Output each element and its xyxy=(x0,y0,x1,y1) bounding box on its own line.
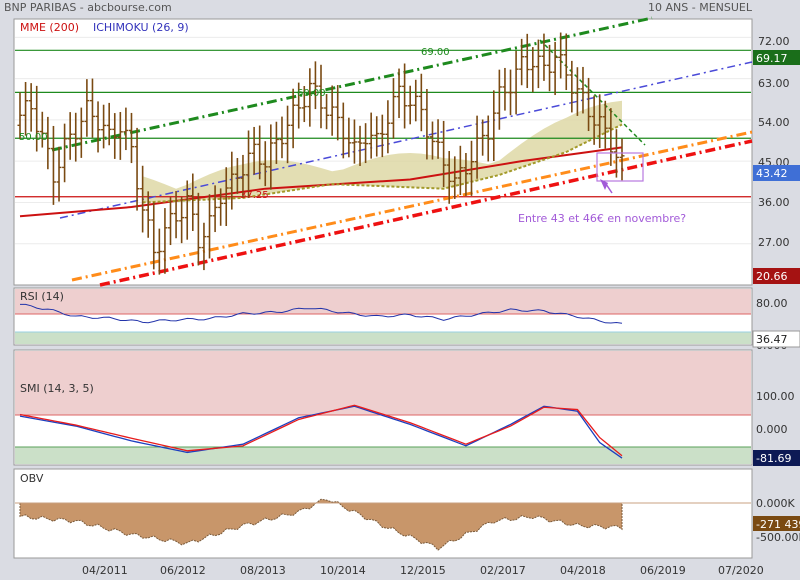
price-panel: MME (200) ICHIMOKU (26, 9) 69.00 60.00 5… xyxy=(13,16,800,287)
resistance-tag-bg xyxy=(753,50,800,65)
candles-series xyxy=(17,32,625,275)
y-tick-27: 27.00 xyxy=(758,236,790,249)
x-label-8: 07/2020 xyxy=(718,564,764,577)
x-label-7: 06/2019 xyxy=(640,564,686,577)
rsi-series xyxy=(19,303,623,324)
smi-overbought-zone xyxy=(15,351,751,415)
smi-label: SMI (14, 3, 5) xyxy=(20,382,94,395)
chart-title: BNP PARIBAS - abcbourse.com xyxy=(4,1,172,14)
smi-tag-bg xyxy=(753,450,800,466)
obv-panel: OBV 0.000K -500.00K -271 439 xyxy=(13,468,800,559)
obv-tick-0: 0.000K xyxy=(756,497,795,510)
rsi-overbought-zone xyxy=(15,289,751,314)
rsi-panel: RSI (14) 80.00 0.000 36.47 xyxy=(13,287,800,352)
y-tick-72: 72.00 xyxy=(758,35,790,48)
mme-series xyxy=(19,146,623,218)
rsi-line xyxy=(19,303,623,324)
obv-area-fill xyxy=(19,498,623,551)
annotation-box xyxy=(596,152,644,182)
ichimoku-legend: ICHIMOKU (26, 9) xyxy=(93,21,189,34)
obv-tag-bg xyxy=(753,516,800,531)
annotation-text: Entre 43 et 46€ en novembre? xyxy=(518,212,686,225)
y-tick-54: 54.00 xyxy=(758,116,790,129)
level-60-label: 60.00 xyxy=(297,88,326,99)
ichimoku-cloud-area xyxy=(142,100,622,203)
price-tag-bg xyxy=(753,165,800,181)
smi-tick-100: 100.00 xyxy=(756,390,795,403)
rsi-label: RSI (14) xyxy=(20,290,64,303)
obv-tick-500: -500.00K xyxy=(756,531,800,544)
ichimoku-cloud xyxy=(142,100,622,203)
ichimoku-line xyxy=(142,123,623,204)
x-label-4: 12/2015 xyxy=(400,564,446,577)
smi-line-1 xyxy=(19,404,623,457)
y-tick-63: 63.00 xyxy=(758,77,790,90)
x-label-0: 04/2011 xyxy=(82,564,128,577)
x-label-2: 08/2013 xyxy=(240,564,286,577)
x-label-6: 04/2018 xyxy=(560,564,606,577)
x-label-5: 02/2017 xyxy=(480,564,526,577)
obv-label: OBV xyxy=(20,472,44,485)
y-tick-36: 36.00 xyxy=(758,196,790,209)
low-tag: 20.66 xyxy=(756,270,788,283)
rsi-tag-bg xyxy=(752,330,800,348)
resistance-tag: 69.17 xyxy=(756,52,788,65)
level-37-label: 37.25 xyxy=(240,190,269,201)
obv-tag: -271 439 xyxy=(756,518,800,531)
smi-oversold-zone xyxy=(15,447,751,464)
rsi-tick-80: 80.00 xyxy=(756,297,788,310)
x-label-1: 06/2012 xyxy=(160,564,206,577)
orange-trend-line xyxy=(71,130,753,282)
annotation-arrow xyxy=(600,179,608,190)
mme-legend: MME (200) xyxy=(20,21,79,34)
smi-panel: SMI (14, 3, 5) 100.00 0.000 -81.69 xyxy=(13,349,800,466)
x-label-3: 10/2014 xyxy=(320,564,366,577)
rsi-oversold-zone xyxy=(15,332,751,344)
annotation-arrow-line xyxy=(603,180,613,194)
smi-series xyxy=(19,404,623,459)
price-tag: 43.42 xyxy=(756,167,788,180)
level-69-label: 69.00 xyxy=(421,47,450,58)
mme-line xyxy=(19,146,623,218)
obv-series xyxy=(15,498,751,551)
green-channel-line xyxy=(51,16,653,152)
blue-trend-line xyxy=(59,61,753,219)
level-50-label: 50.00 xyxy=(19,132,48,143)
smi-tag: -81.69 xyxy=(756,452,791,465)
rsi-tag: 36.47 xyxy=(756,333,788,346)
ichimoku-series xyxy=(142,123,623,204)
smi-tick-0: 0.000 xyxy=(756,423,788,436)
chart-period: 10 ANS - MENSUEL xyxy=(648,1,752,14)
x-axis: 04/2011 06/2012 08/2013 10/2014 12/2015 … xyxy=(82,564,764,577)
low-tag-bg xyxy=(753,268,800,284)
